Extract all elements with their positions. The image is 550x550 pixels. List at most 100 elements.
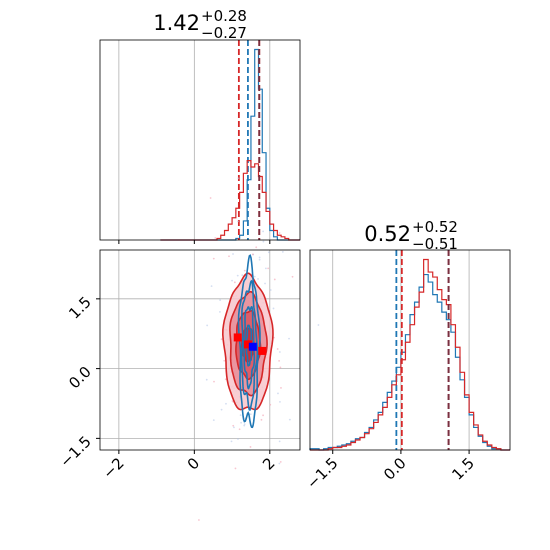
sample-point [260, 418, 263, 421]
panel-frame [309, 249, 511, 451]
x-tick-label-param-1: −2 [99, 454, 127, 482]
histogram-series-2 [160, 160, 300, 241]
title-param-1-lower: −0.27 [201, 24, 247, 42]
sample-point [206, 324, 209, 327]
histogram-panel-param-2: −1.5 0.0 1.5 [303, 249, 511, 493]
sample-point [249, 413, 252, 416]
contour-panel-joint: −2 0 2 −1.5 0.0 1.5 [56, 177, 320, 521]
sample-point [243, 423, 246, 425]
sample-point [230, 440, 233, 443]
sample-point [279, 366, 282, 369]
title-param-2: 0.52 [364, 222, 411, 246]
x-tick-label-param-1: 0 [184, 454, 203, 473]
sample-point [225, 402, 227, 405]
x-tick-label-param-1: 2 [259, 454, 278, 473]
sample-point [264, 282, 266, 285]
sample-point [219, 299, 222, 301]
sample-point [258, 258, 261, 261]
sample-point [232, 253, 234, 255]
x-tick-label-param-2: −1.5 [303, 454, 341, 492]
sample-point [237, 438, 239, 440]
x-tick-label-param-2: 1.5 [448, 454, 478, 484]
sample-point [272, 307, 275, 310]
sample-point [220, 408, 223, 411]
sample-point [291, 275, 294, 278]
sample-point [236, 274, 239, 277]
sample-point [262, 230, 265, 233]
sample-point [210, 285, 213, 288]
sample-point [213, 380, 215, 383]
sample-point [233, 281, 236, 284]
blue-contour-level [240, 279, 259, 412]
sample-point [239, 414, 242, 417]
sample-point [249, 446, 252, 448]
sample-point [269, 403, 272, 406]
sample-point [258, 256, 261, 259]
histogram-series-1 [160, 48, 300, 241]
histogram-series-1 [309, 273, 510, 451]
sample-point [288, 418, 291, 421]
sample-point [231, 279, 233, 282]
title-param-2-lower: −0.51 [412, 235, 458, 253]
red-median-marker [233, 333, 242, 342]
sample-point [198, 519, 200, 521]
sample-point [269, 289, 272, 291]
sample-point [253, 275, 256, 278]
title-param-2-upper: +0.52 [412, 218, 458, 236]
sample-point [209, 197, 212, 199]
sample-point [255, 246, 258, 249]
sample-point [205, 378, 208, 381]
red-median-marker [258, 346, 267, 355]
y-tick-label-param-2: −1.5 [56, 432, 94, 470]
sample-point [212, 257, 215, 260]
sample-point [278, 351, 281, 353]
y-tick-label-param-2: 0.0 [65, 363, 95, 393]
sample-point [276, 348, 279, 350]
sample-point [214, 237, 217, 239]
title-param-1: 1.42 [153, 11, 200, 35]
sample-point [233, 426, 235, 429]
sample-point [279, 401, 281, 403]
sample-point [279, 461, 282, 463]
sample-point [278, 232, 281, 234]
sample-point [278, 440, 281, 443]
panel-frame [99, 249, 301, 451]
sample-point [219, 311, 221, 313]
sample-point [232, 424, 235, 427]
sample-point [317, 324, 320, 326]
sample-point [273, 278, 276, 281]
sample-point [228, 255, 230, 258]
histogram-panel-param-1 [99, 39, 301, 244]
blue-contour-level [243, 305, 256, 390]
sample-point [257, 278, 259, 280]
sample-point [281, 250, 284, 253]
sample-point [262, 414, 264, 417]
histogram-series-2 [310, 258, 510, 451]
sample-point [252, 253, 254, 256]
sample-point [262, 240, 265, 243]
panel-frame [99, 39, 301, 241]
sample-point [267, 267, 270, 270]
sample-point [237, 220, 239, 223]
title-param-1-upper: +0.28 [201, 7, 247, 25]
red-median-marker [243, 340, 252, 349]
sample-point [231, 400, 234, 402]
sample-point [280, 387, 282, 389]
y-tick-label-param-2: 1.5 [65, 293, 95, 323]
sample-point [267, 251, 270, 254]
sample-point [240, 421, 243, 424]
sample-point [243, 269, 246, 272]
sample-point [278, 359, 281, 362]
sample-point [238, 428, 241, 431]
blue-median-marker [248, 342, 257, 351]
sample-point [243, 424, 246, 427]
sample-point [223, 359, 226, 362]
sample-point [220, 338, 223, 341]
sample-point [234, 467, 237, 470]
sample-point [278, 462, 281, 465]
sample-point [212, 419, 215, 422]
sample-point [224, 378, 227, 381]
sample-point [264, 267, 267, 270]
blue-contour-level [237, 254, 261, 429]
